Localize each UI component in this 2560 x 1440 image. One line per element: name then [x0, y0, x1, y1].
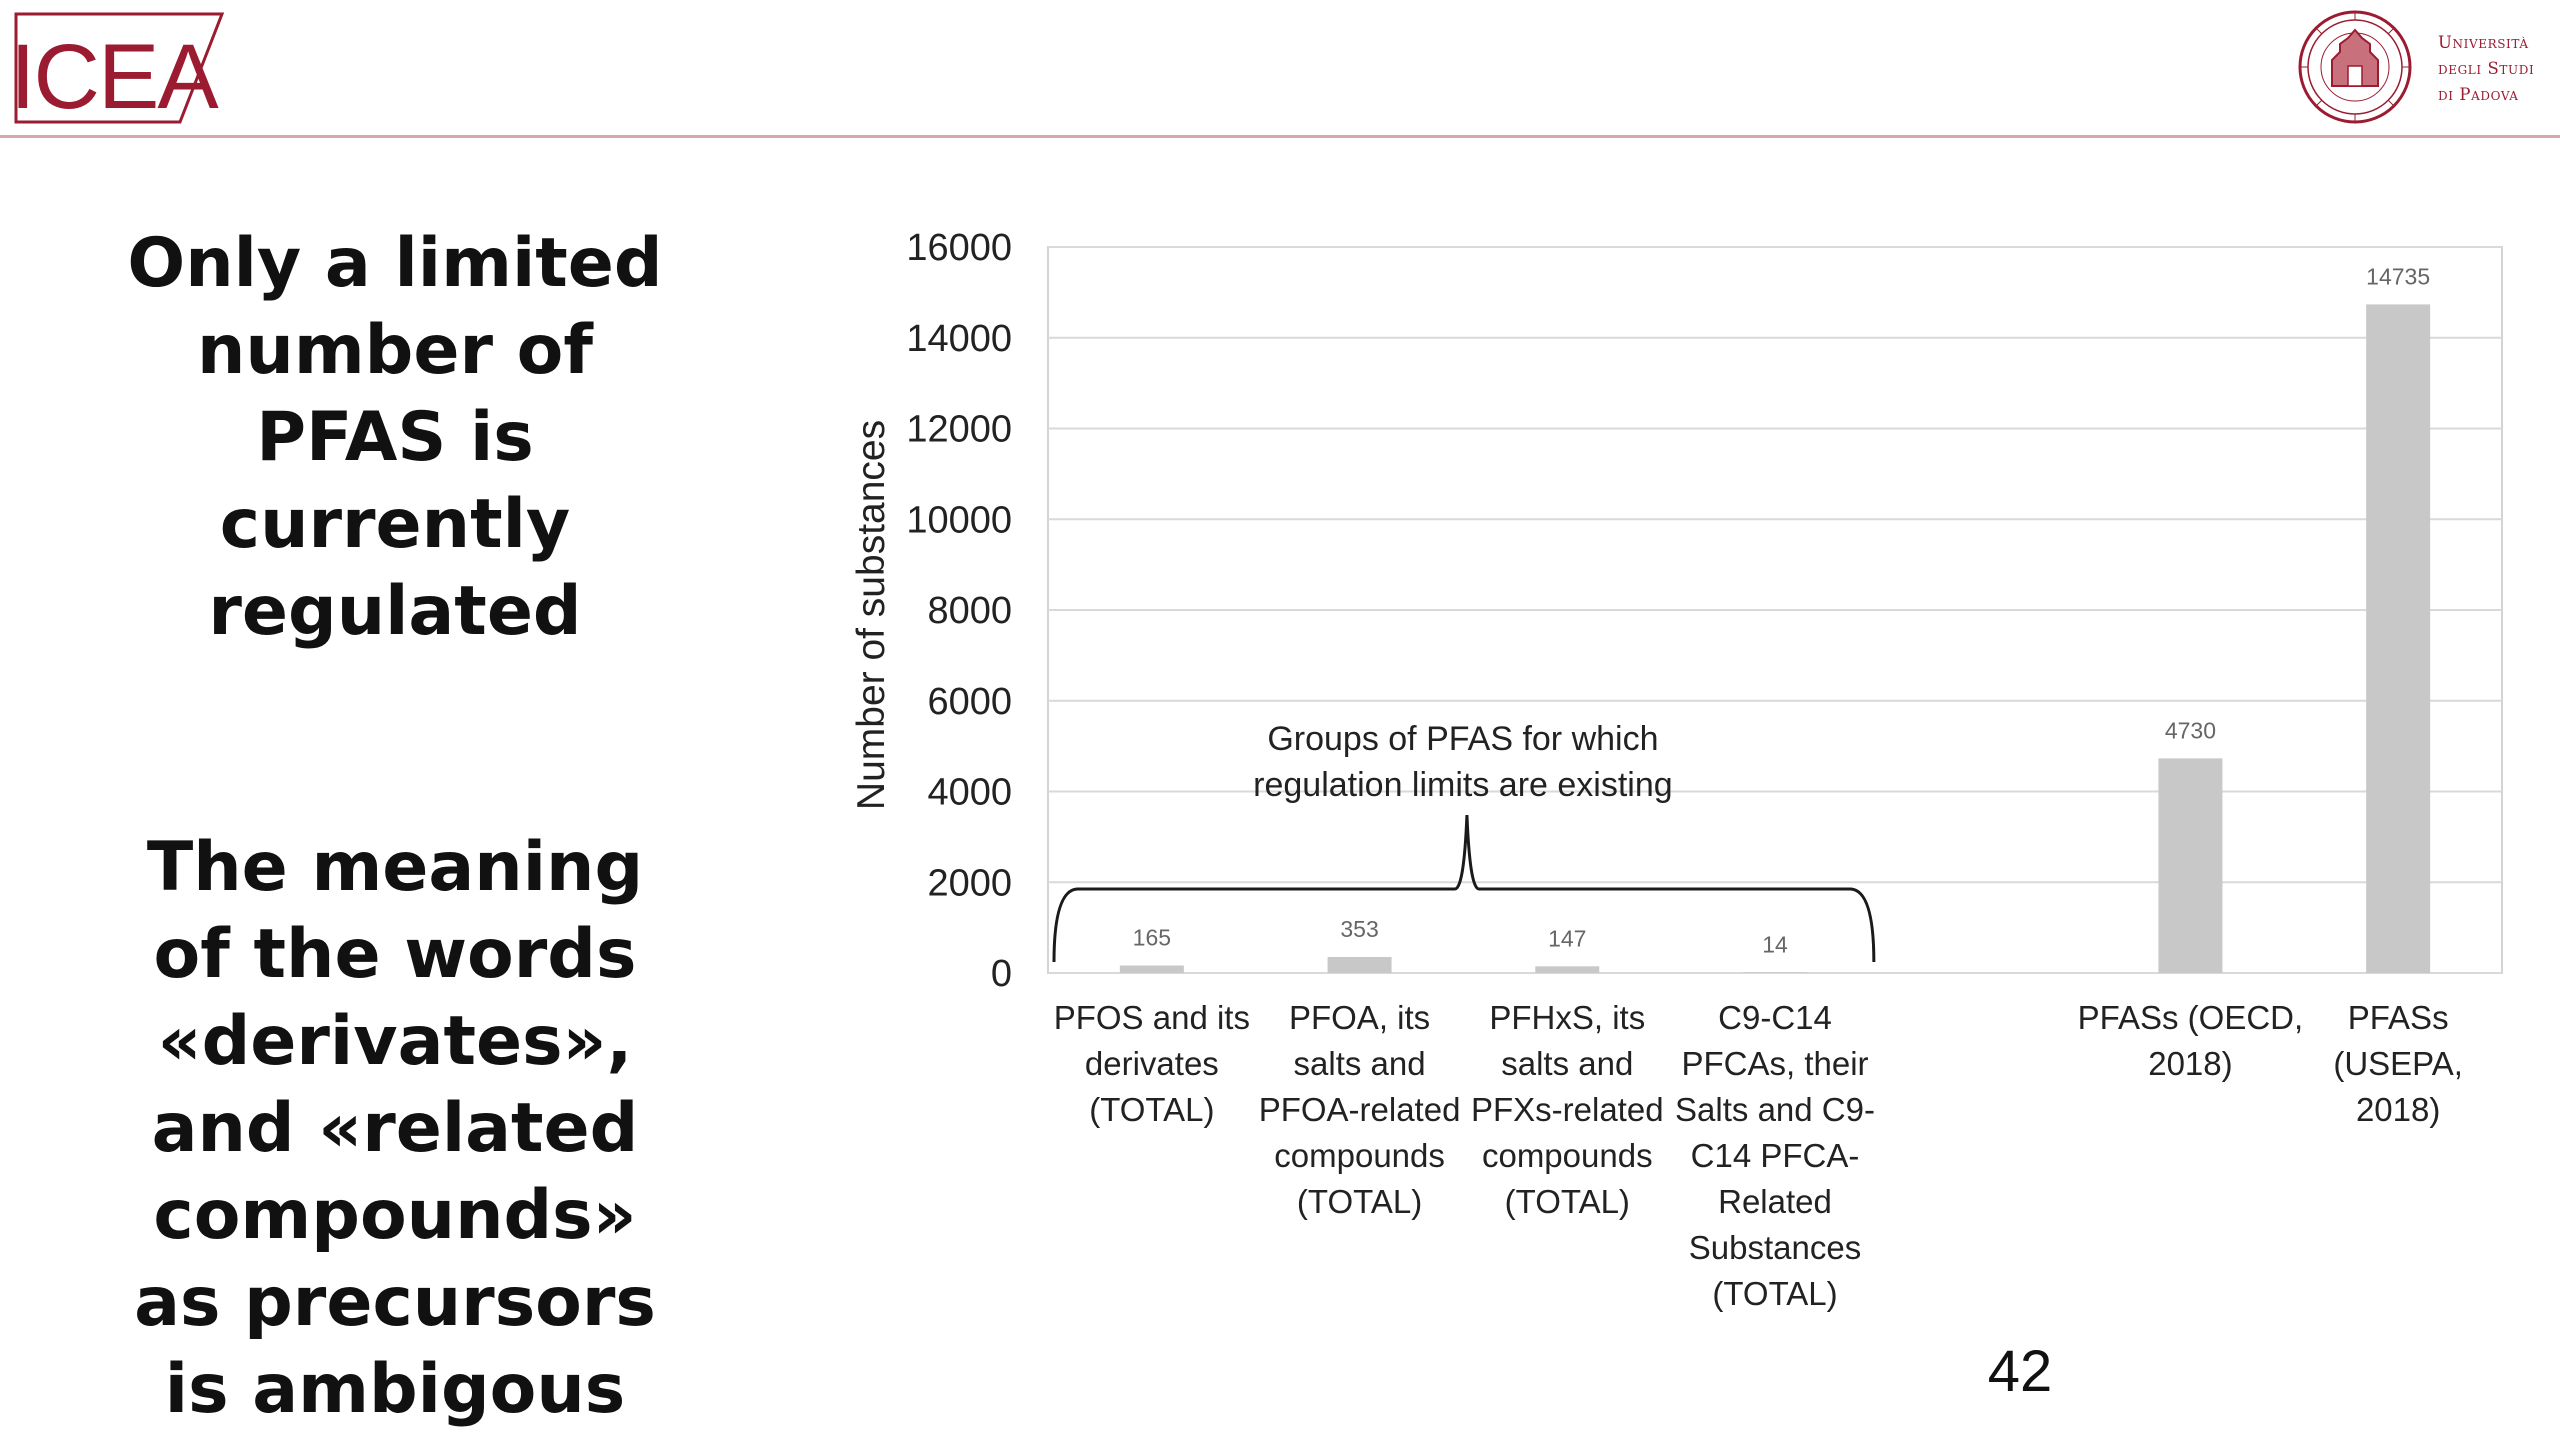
- bar: [2366, 304, 2431, 973]
- y-tick-label: 4000: [927, 772, 1012, 814]
- x-category-label-line: PFOA, its: [1289, 999, 1430, 1036]
- x-category-label-line: (TOTAL): [1712, 1275, 1837, 1312]
- headline-line: PFAS is: [256, 398, 534, 477]
- university-seal: [2298, 10, 2412, 124]
- x-category-label-line: (TOTAL): [1297, 1183, 1422, 1220]
- x-category-label-line: PFOA-related: [1259, 1091, 1461, 1128]
- x-category-label: PFHxS, its salts and PFXs-related compounds…: [1471, 999, 1664, 1220]
- y-tick-label: 10000: [906, 499, 1012, 541]
- y-axis-title: Number of substances: [850, 420, 893, 810]
- y-tick-label: 14000: [906, 318, 1012, 360]
- icea-logo: ICEA: [10, 12, 225, 126]
- note-line: of the words: [153, 915, 637, 994]
- bar: [1535, 966, 1600, 973]
- headline-line: Only a limited: [127, 224, 663, 303]
- x-category-label: C9-C14 PFCAs, their Salts and C9- C14 PFCA-…: [1675, 999, 1875, 1312]
- x-category-label: PFOA, its salts and PFOA-related compounds (…: [1259, 999, 1461, 1220]
- data-label: 4730: [2165, 717, 2216, 743]
- data-label: 14735: [2366, 263, 2430, 289]
- x-category-label-line: Substances: [1689, 1229, 1861, 1266]
- headline-line: regulated: [208, 572, 582, 651]
- bar: [1327, 956, 1392, 973]
- data-label: 147: [1548, 925, 1586, 951]
- university-name-line: Università: [2438, 33, 2529, 52]
- slide-headline: Only a limited number of PFAS is current…: [110, 220, 680, 655]
- x-category-label-line: salts and: [1501, 1045, 1633, 1082]
- note-line: is ambigous: [164, 1350, 626, 1429]
- x-category-label: PFASs (USEPA, 2018): [2333, 999, 2463, 1128]
- x-category-label-line: PFXs-related: [1471, 1091, 1664, 1128]
- data-label: 353: [1340, 916, 1378, 942]
- annotation-brace: [1052, 814, 1876, 963]
- annotation-text: Groups of PFAS for which: [1267, 720, 1658, 758]
- x-category-label-line: PFASs (OECD,: [2078, 999, 2304, 1036]
- x-category-label-line: PFOS and its: [1054, 999, 1250, 1036]
- x-category-label-line: (TOTAL): [1505, 1183, 1630, 1220]
- x-category-label-line: PFCAs, their: [1681, 1045, 1868, 1082]
- x-category-label: PFOS and its derivates (TOTAL): [1054, 999, 1250, 1128]
- headline-line: number of: [197, 311, 593, 390]
- x-category-label-line: salts and: [1294, 1045, 1426, 1082]
- y-tick-label: 6000: [927, 681, 1012, 723]
- x-category-label-line: PFASs: [2348, 999, 2449, 1036]
- university-name-line: degli Studi: [2438, 59, 2535, 78]
- page-number: 42: [1987, 1339, 2053, 1404]
- x-category-label: PFASs (OECD, 2018): [2078, 999, 2304, 1082]
- y-tick-label: 0: [991, 953, 1012, 995]
- note-line: as precursors: [134, 1263, 656, 1342]
- headline-line: currently: [219, 485, 571, 564]
- x-category-label-line: C14 PFCA-: [1691, 1137, 1860, 1174]
- slide-note: The meaning of the words «derivates», an…: [110, 824, 680, 1433]
- y-tick-label: 12000: [906, 409, 1012, 451]
- note-line: and «related: [151, 1089, 639, 1168]
- x-category-label-line: C9-C14: [1718, 999, 1832, 1036]
- bar: [2158, 758, 2223, 973]
- x-category-label-line: 2018): [2356, 1091, 2440, 1128]
- x-category-label-line: (USEPA,: [2333, 1045, 2463, 1082]
- y-tick-label: 2000: [927, 862, 1012, 904]
- x-category-label-line: PFHxS, its: [1489, 999, 1645, 1036]
- header-divider: [0, 135, 2560, 138]
- y-tick-label: 16000: [906, 227, 1012, 269]
- note-line: «derivates»,: [157, 1002, 633, 1081]
- logo-text: ICEA: [10, 26, 219, 126]
- data-label: 165: [1133, 925, 1171, 951]
- annotation-text: regulation limits are existing: [1253, 766, 1673, 804]
- y-tick-label: 8000: [927, 590, 1012, 632]
- x-category-label-line: compounds: [1274, 1137, 1445, 1174]
- x-category-label-line: (TOTAL): [1089, 1091, 1214, 1128]
- x-category-label-line: compounds: [1482, 1137, 1653, 1174]
- bar: [1119, 965, 1184, 973]
- x-category-label-line: 2018): [2148, 1045, 2232, 1082]
- bar: [1743, 972, 1807, 973]
- x-category-label-line: Salts and C9-: [1675, 1091, 1875, 1128]
- note-line: The meaning: [146, 828, 644, 907]
- x-category-label-line: derivates: [1085, 1045, 1219, 1082]
- x-category-label-line: Related: [1718, 1183, 1832, 1220]
- data-label: 14: [1762, 931, 1788, 957]
- university-name: Università degli Studi di Padova: [2438, 30, 2558, 108]
- note-line: compounds»: [153, 1176, 637, 1255]
- university-name-line: di Padova: [2438, 85, 2519, 104]
